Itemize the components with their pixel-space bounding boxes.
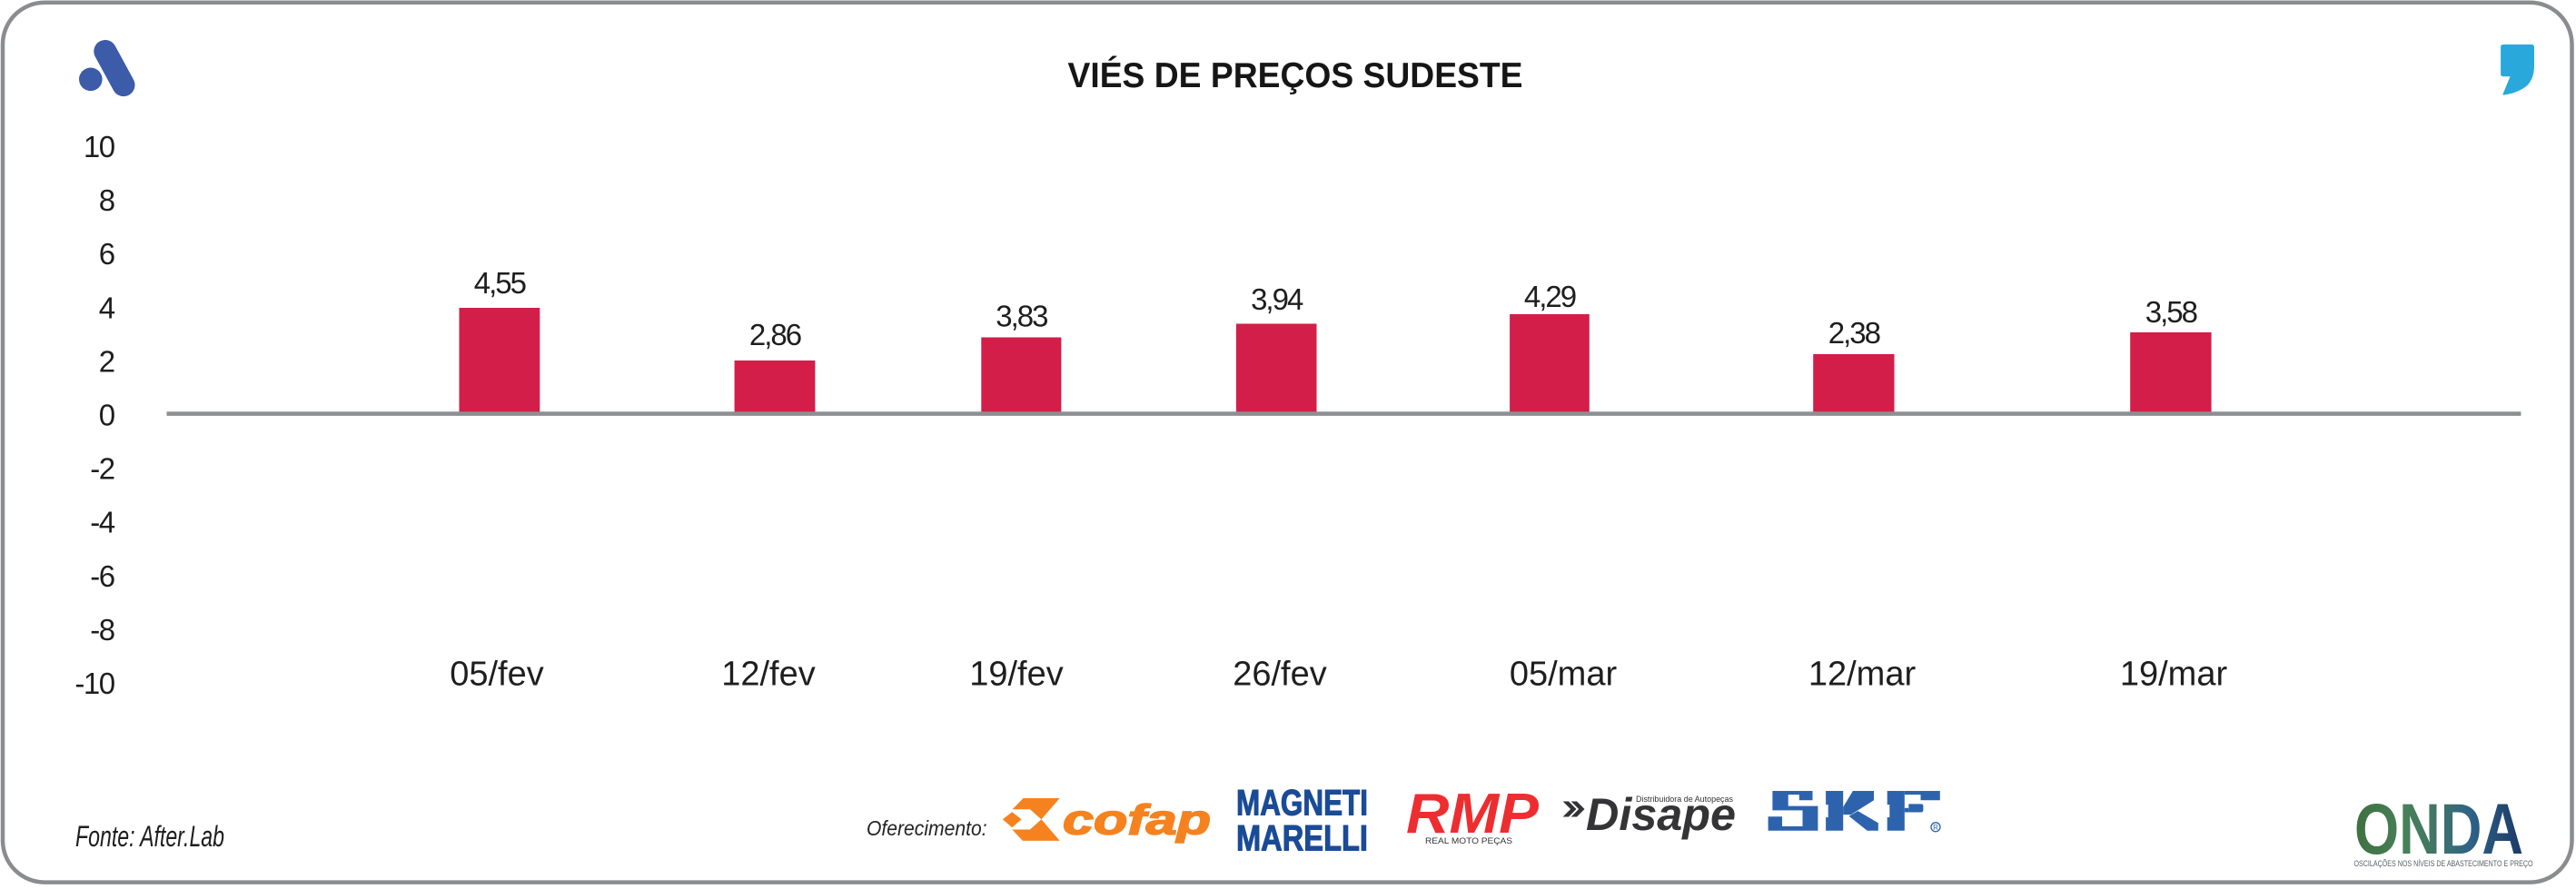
svg-text:Fonte: After.Lab: Fonte: After.Lab <box>75 820 224 853</box>
svg-text:6: 6 <box>99 237 114 271</box>
svg-text:19/mar: 19/mar <box>2120 656 2228 694</box>
svg-text:26/fev: 26/fev <box>1233 656 1327 694</box>
svg-text:12/mar: 12/mar <box>1808 656 1917 694</box>
svg-text:RMP: RMP <box>1406 783 1540 845</box>
svg-text:OSCILAÇÕES NOS NÍVEIS DE ABAST: OSCILAÇÕES NOS NÍVEIS DE ABASTECIMENTO E… <box>2354 859 2533 868</box>
svg-text:8: 8 <box>99 183 114 217</box>
svg-text:MAGNETI: MAGNETI <box>1236 784 1368 824</box>
svg-text:4,29: 4,29 <box>1524 280 1576 313</box>
svg-text:VIÉS DE PREÇOS SUDESTE: VIÉS DE PREÇOS SUDESTE <box>1068 55 1523 95</box>
svg-text:cofap: cofap <box>1063 795 1211 843</box>
svg-text:-8: -8 <box>90 613 114 647</box>
svg-text:Oferecimento:: Oferecimento: <box>867 816 987 840</box>
svg-text:ONDA: ONDA <box>2354 788 2523 869</box>
svg-text:MARELLI: MARELLI <box>1236 819 1368 859</box>
svg-text:4: 4 <box>99 291 115 324</box>
svg-text:0: 0 <box>99 399 115 432</box>
svg-text:2,38: 2,38 <box>1828 316 1880 350</box>
svg-text:05/fev: 05/fev <box>450 656 544 694</box>
svg-text:REAL MOTO PEÇAS: REAL MOTO PEÇAS <box>1425 836 1512 846</box>
svg-text:12/fev: 12/fev <box>721 656 816 694</box>
svg-text:-4: -4 <box>90 506 114 539</box>
svg-text:2: 2 <box>99 344 114 378</box>
svg-text:-10: -10 <box>74 667 114 700</box>
svg-text:Distribuidora de Autopeças: Distribuidora de Autopeças <box>1636 795 1733 804</box>
svg-text:3,83: 3,83 <box>996 300 1047 333</box>
svg-text:10: 10 <box>84 130 115 163</box>
svg-text:4,55: 4,55 <box>474 266 526 300</box>
svg-text:-2: -2 <box>90 452 114 486</box>
svg-text:3,94: 3,94 <box>1251 282 1303 316</box>
svg-text:Disape: Disape <box>1586 789 1736 840</box>
svg-text:-6: -6 <box>90 559 114 593</box>
svg-text:3,58: 3,58 <box>2145 295 2197 329</box>
svg-text:19/fev: 19/fev <box>969 656 1064 694</box>
svg-text:2,86: 2,86 <box>749 318 801 351</box>
svg-text:05/mar: 05/mar <box>1510 656 1618 694</box>
svg-text:R: R <box>1933 824 1938 832</box>
